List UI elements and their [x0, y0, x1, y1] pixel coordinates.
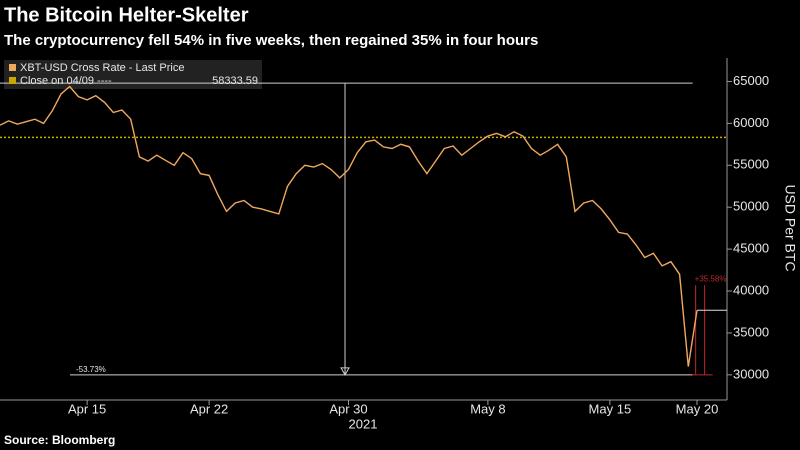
- legend-value: 58333.59: [212, 75, 258, 87]
- x-tick-label: Apr 22: [190, 401, 228, 416]
- price-line: [0, 85, 698, 367]
- y-tick-label: 65000: [733, 73, 769, 88]
- x-tick-label: Apr 15: [68, 401, 106, 416]
- annotation-label: +35.58%: [695, 274, 727, 283]
- y-tick-label: 30000: [733, 366, 769, 381]
- x-tick-label: May 8: [470, 401, 505, 416]
- chart-title: The Bitcoin Helter-Skelter: [4, 4, 249, 26]
- legend-box: [4, 60, 262, 89]
- x-axis-label: 2021: [349, 416, 378, 431]
- x-tick-label: Apr 30: [329, 401, 367, 416]
- x-tick-label: May 15: [589, 401, 632, 416]
- y-tick-label: 40000: [733, 282, 769, 297]
- y-tick-label: 35000: [733, 324, 769, 339]
- source: Source: Bloomberg: [4, 433, 115, 447]
- legend-swatch: [9, 64, 16, 71]
- y-tick-label: 50000: [733, 199, 769, 214]
- annotation-arrow: [340, 367, 350, 376]
- y-tick-label: 60000: [733, 115, 769, 130]
- legend-swatch: [9, 77, 16, 84]
- legend-label: XBT-USD Cross Rate - Last Price: [20, 62, 184, 74]
- chart-subtitle: The cryptocurrency fell 54% in five week…: [4, 32, 538, 49]
- y-tick-label: 55000: [733, 157, 769, 172]
- y-axis-label: USD Per BTC: [782, 184, 798, 271]
- legend-label: Close on 04/09 ----: [20, 75, 112, 87]
- annotation-label: -53.73%: [76, 365, 106, 374]
- x-tick-label: May 20: [676, 401, 719, 416]
- y-tick-label: 45000: [733, 241, 769, 256]
